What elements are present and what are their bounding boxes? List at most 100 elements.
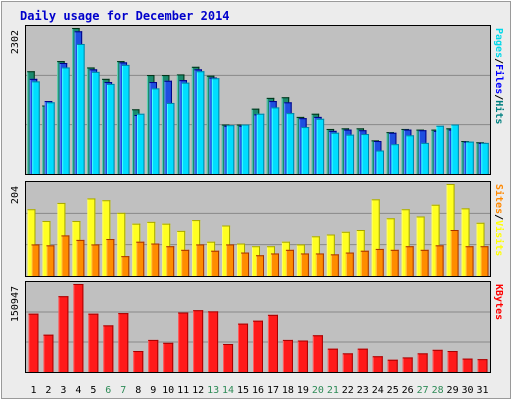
bar-usage-pages [421, 142, 429, 174]
legend-entry: / [493, 94, 504, 100]
panel-sites-max-label: 204 [10, 186, 21, 204]
x-tick-label: 30 [462, 385, 474, 396]
bar-kbytes-kbytes [387, 359, 398, 372]
bar-sites-visits [102, 200, 111, 276]
panel-sites-legend: Sites/Visits [493, 184, 505, 256]
panel-kbytes-border [25, 281, 491, 373]
bar-usage-pages [376, 150, 384, 174]
bar-kbytes-kbytes [193, 310, 204, 372]
bar-usage-pages [122, 64, 130, 174]
bar-sites-visits [416, 216, 425, 276]
bar-kbytes-kbytes [297, 340, 308, 372]
x-tick-label: 17 [267, 385, 279, 396]
bar-usage-pages [211, 78, 220, 174]
x-tick-label: 19 [297, 385, 309, 396]
bar-sites-sites [91, 244, 100, 276]
bar-sites-sites [345, 252, 354, 276]
bar-kbytes-kbytes [88, 313, 99, 372]
bar-usage-pages [151, 88, 160, 174]
bar-usage-pages [32, 81, 40, 174]
bar-kbytes-kbytes [402, 357, 413, 372]
bar-kbytes-kbytes [327, 348, 338, 372]
bar-sites-sites [270, 253, 279, 276]
bar-usage-pages [77, 43, 85, 175]
bar-sites-visits [117, 212, 126, 276]
x-tick-label: 7 [120, 385, 126, 396]
bar-sites-visits [401, 209, 410, 276]
bar-kbytes-kbytes [282, 339, 293, 372]
x-tick-label: 27 [417, 385, 429, 396]
legend-entry: / [493, 58, 504, 64]
panel-usage-border [25, 25, 491, 175]
bar-sites-sites [390, 249, 399, 276]
bar-sites-sites [330, 254, 339, 276]
bar-usage-pages [436, 125, 444, 174]
bar-usage-pages [361, 134, 370, 174]
bar-kbytes-kbytes [372, 356, 383, 372]
bar-sites-sites [211, 250, 220, 276]
x-tick-label: 28 [432, 385, 444, 396]
legend-entry: Pages [493, 28, 504, 58]
legend-entry: Files [493, 64, 505, 94]
x-tick-label: 12 [192, 385, 204, 396]
panel-sites-border [25, 181, 491, 277]
bar-usage-pages [92, 71, 100, 174]
panel-kbytes-max-label: 150947 [10, 286, 21, 322]
bar-sites-sites [76, 239, 85, 276]
bar-usage-pages [196, 71, 205, 174]
bar-sites-sites [31, 244, 40, 276]
bar-sites-sites [300, 253, 309, 276]
bar-kbytes-kbytes [462, 358, 473, 372]
bar-usage-pages [316, 118, 325, 174]
bar-usage-pages [107, 83, 115, 174]
bar-sites-sites [226, 244, 235, 276]
x-tick-label: 25 [387, 385, 399, 396]
panel-usage: 2302 Pages/Files/Hits [10, 25, 505, 175]
bar-kbytes-kbytes [238, 323, 249, 372]
bar-usage-pages [271, 107, 280, 174]
bar-usage-pages [181, 82, 190, 174]
bar-sites-sites [181, 249, 190, 276]
bar-sites-sites [166, 246, 175, 276]
bar-kbytes-kbytes [357, 348, 368, 372]
x-tick-label: 13 [207, 385, 219, 396]
bar-sites-sites [405, 246, 414, 276]
x-tick-label: 11 [177, 385, 189, 396]
bar-kbytes-kbytes [267, 314, 278, 372]
legend-entry: Hits [493, 100, 505, 124]
legend-entry: Visits [493, 220, 505, 256]
bar-usage-pages [331, 132, 340, 174]
bar-sites-sites [136, 241, 145, 276]
x-tick-label: 2 [45, 385, 51, 396]
x-tick-label: 5 [90, 385, 96, 396]
x-tick-label: 24 [372, 385, 384, 396]
bar-kbytes-kbytes [58, 296, 69, 372]
bar-kbytes-kbytes [28, 313, 39, 372]
panel-usage-max-label: 2302 [10, 30, 21, 54]
bar-sites-sites [375, 248, 384, 276]
bar-sites-visits [27, 209, 36, 276]
x-tick-label: 10 [162, 385, 174, 396]
x-tick-label: 23 [357, 385, 369, 396]
bar-sites-visits [371, 199, 380, 276]
x-tick-label: 9 [150, 385, 156, 396]
bar-sites-sites [241, 252, 250, 276]
bar-sites-sites [420, 249, 429, 276]
x-tick-label: 21 [327, 385, 339, 396]
bar-kbytes-kbytes [163, 342, 174, 372]
bar-usage-pages [256, 113, 265, 174]
x-tick-label: 8 [135, 385, 141, 396]
bar-sites-sites [151, 243, 160, 276]
bar-usage-pages [406, 135, 414, 174]
bar-kbytes-kbytes [148, 339, 159, 372]
bar-kbytes-kbytes [432, 349, 443, 372]
bar-kbytes-kbytes [447, 351, 458, 372]
panel-sites: 204 Sites/Visits [10, 181, 505, 277]
bar-kbytes-kbytes [103, 325, 114, 372]
bar-usage-pages [301, 127, 310, 174]
panel-usage-legend: Pages/Files/Hits [493, 28, 505, 124]
legend-entry: KBytes [493, 284, 504, 320]
